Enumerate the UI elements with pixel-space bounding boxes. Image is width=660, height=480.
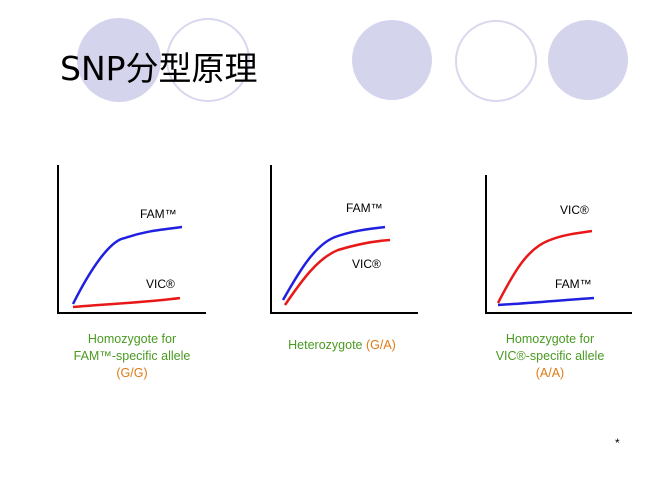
caption-genotype: (G/G) xyxy=(116,366,148,380)
plot-axes xyxy=(57,165,206,314)
caption-line: FAM™-specific allele xyxy=(73,349,191,363)
deco-circle-4 xyxy=(455,20,537,102)
plot-homozygote-fam: FAM™ VIC® xyxy=(57,165,206,314)
label-fam: FAM™ xyxy=(555,277,592,291)
caption-line: Heterozygote (G/A) xyxy=(242,337,442,354)
caption-homozygote-vic: Homozygote for VIC®-specific allele (A/A… xyxy=(450,331,650,382)
plot-axes xyxy=(485,175,632,314)
deco-circle-1 xyxy=(77,18,161,102)
caption-homozygote-fam: Homozygote for FAM™-specific allele (G/G… xyxy=(32,331,232,382)
slide-title: SNP分型原理 xyxy=(60,49,258,88)
curve-fam xyxy=(71,225,183,305)
curve-fam xyxy=(497,296,595,307)
plot-heterozygote: FAM™ VIC® xyxy=(270,165,418,314)
plot-axes xyxy=(270,165,418,314)
plot-homozygote-vic: VIC® FAM™ xyxy=(485,175,632,314)
curve-vic xyxy=(283,238,391,306)
caption-line: VIC®-specific allele xyxy=(495,349,605,363)
caption-line: Homozygote for xyxy=(87,332,177,346)
deco-circle-2 xyxy=(166,18,250,102)
caption-heterozygote: Heterozygote (G/A) xyxy=(242,337,442,354)
deco-circle-3 xyxy=(352,20,432,100)
caption-prefix: Heterozygote xyxy=(288,338,366,352)
label-vic: VIC® xyxy=(560,203,589,217)
deco-circle-5 xyxy=(548,20,628,100)
caption-genotype: (G/A) xyxy=(365,338,396,352)
label-fam: FAM™ xyxy=(346,201,383,215)
label-fam: FAM™ xyxy=(140,207,177,221)
footer-mark: * xyxy=(615,436,620,450)
curve-vic xyxy=(72,296,181,309)
label-vic: VIC® xyxy=(146,277,175,291)
caption-genotype: (A/A) xyxy=(535,366,565,380)
label-vic: VIC® xyxy=(352,257,381,271)
curve-vic xyxy=(496,229,593,304)
curve-fam xyxy=(281,225,386,301)
caption-line: Homozygote for xyxy=(505,332,595,346)
